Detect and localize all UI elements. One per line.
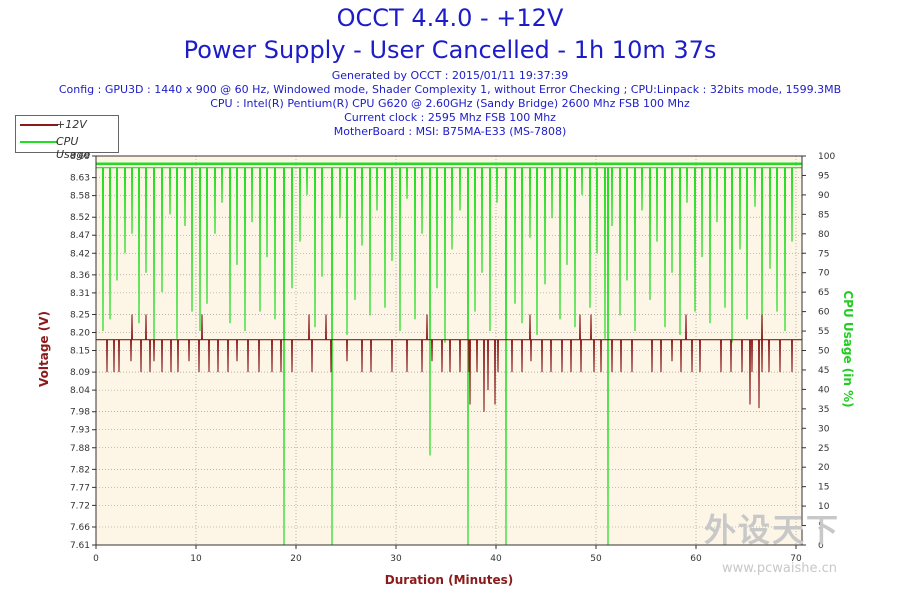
legend-swatch-voltage: [20, 124, 58, 126]
y-tick-label: 8.69: [70, 152, 90, 162]
chart-subtitle: Power Supply - User Cancelled - 1h 10m 3…: [183, 36, 717, 64]
y2-tick-label: 95: [818, 171, 829, 181]
x-tick-label: 50: [590, 554, 602, 564]
info-config: Config : GPU3D : 1440 x 900 @ 60 Hz, Win…: [58, 83, 842, 96]
y-tick-label: 8.47: [70, 231, 90, 241]
y2-tick-label: 85: [818, 210, 829, 220]
legend-swatch-cpu: [20, 141, 58, 143]
y2-tick-label: 0: [818, 541, 824, 551]
y2-tick-label: 60: [818, 308, 830, 318]
series-line-cpu-usage: [96, 167, 802, 546]
y2-tick-label: 10: [818, 502, 830, 512]
series-line-voltage: [96, 314, 802, 412]
y2-tick-label: 5: [818, 522, 824, 532]
y2-tick-label: 75: [818, 249, 829, 259]
y-tick-label: 7.66: [70, 523, 90, 533]
y2-tick-label: 45: [818, 366, 829, 376]
legend-item-cpu: CPU Usage: [16, 134, 116, 161]
y-axis-label-right: CPU Usage (in %): [841, 290, 855, 408]
y2-tick-label: 80: [818, 230, 830, 240]
info-cpu: CPU : Intel(R) Pentium(R) CPU G620 @ 2.6…: [210, 97, 690, 110]
x-tick-label: 0: [93, 554, 99, 564]
x-tick-label: 60: [690, 554, 702, 564]
y2-tick-label: 40: [818, 385, 830, 395]
info-clock: Current clock : 2595 Mhz FSB 100 Mhz: [344, 111, 556, 124]
y2-tick-label: 90: [818, 191, 830, 201]
y2-tick-label: 55: [818, 327, 829, 337]
legend-label-cpu: CPU Usage: [56, 135, 91, 161]
y-tick-label: 8.63: [70, 174, 90, 184]
chart-legend: +12V CPU Usage: [15, 115, 119, 161]
y-tick-label: 8.09: [70, 368, 90, 378]
info-generated: Generated by OCCT : 2015/01/11 19:37:39: [331, 69, 569, 82]
watermark-logo: 外设天下: [704, 511, 841, 549]
y-tick-label: 7.61: [70, 541, 90, 551]
y2-tick-label: 70: [818, 269, 830, 279]
x-tick-label: 20: [290, 554, 302, 564]
y2-tick-label: 15: [818, 483, 829, 493]
y2-tick-label: 20: [818, 463, 830, 473]
y-tick-label: 8.42: [70, 249, 90, 259]
y-tick-label: 8.31: [70, 289, 90, 299]
watermark-url: www.pcwaishe.cn: [722, 561, 837, 576]
y-tick-label: 8.04: [70, 386, 90, 396]
legend-label-voltage: +12V: [56, 118, 87, 131]
y-tick-label: 7.93: [70, 426, 90, 436]
y-tick-label: 7.72: [70, 501, 90, 511]
y-tick-label: 7.88: [70, 444, 90, 454]
y2-tick-label: 100: [818, 152, 835, 162]
legend-item-voltage: +12V: [16, 117, 116, 133]
y-tick-label: 8.36: [70, 271, 90, 281]
y-tick-label: 7.77: [70, 483, 90, 493]
y-tick-label: 8.25: [70, 310, 90, 320]
y-axis-label-left: Voltage (V): [37, 311, 51, 387]
y-tick-label: 8.15: [70, 347, 90, 357]
y-tick-label: 8.20: [70, 328, 90, 338]
y-tick-label: 8.52: [70, 213, 90, 223]
chart-title: OCCT 4.4.0 - +12V: [336, 4, 564, 32]
x-tick-label: 30: [390, 554, 402, 564]
x-tick-label: 40: [490, 554, 502, 564]
y-tick-label: 7.98: [70, 408, 90, 418]
y-tick-label: 7.82: [70, 465, 90, 475]
y2-tick-label: 50: [818, 347, 830, 357]
y2-tick-label: 30: [818, 424, 830, 434]
y2-tick-label: 25: [818, 444, 829, 454]
plot-frame: [95, 155, 803, 546]
x-tick-label: 10: [190, 554, 202, 564]
y2-tick-label: 35: [818, 405, 829, 415]
info-motherboard: MotherBoard : MSI: B75MA-E33 (MS-7808): [333, 125, 567, 138]
y2-tick-label: 65: [818, 288, 829, 298]
y-tick-label: 8.58: [70, 192, 90, 202]
x-tick-label: 70: [790, 554, 802, 564]
x-axis-label: Duration (Minutes): [384, 573, 514, 587]
